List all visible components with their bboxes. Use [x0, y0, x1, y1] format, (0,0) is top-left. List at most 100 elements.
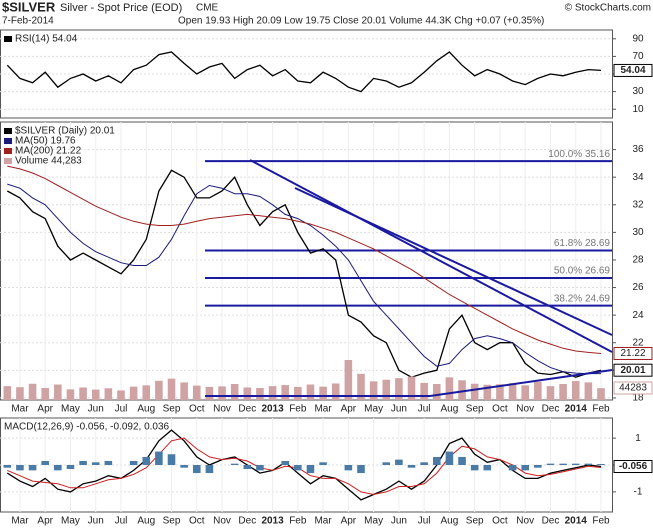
- y-tick-label: 24: [632, 310, 644, 321]
- volume-bar: [331, 383, 340, 400]
- panel-frame: [0, 121, 613, 401]
- volume-bar: [546, 386, 555, 400]
- x-tick-label: Jul: [418, 516, 431, 527]
- x-tick-label: Oct: [492, 516, 508, 527]
- histogram-bar: [559, 463, 567, 465]
- legend-swatch: [4, 138, 12, 144]
- x-tick-label: Sep: [163, 516, 181, 527]
- panel-title: MACD(12,26,9) -0.056, -0.092, 0.036: [4, 422, 170, 433]
- series-line: [7, 437, 602, 496]
- x-tick-label: Mar: [11, 404, 29, 415]
- series-line: [7, 183, 601, 375]
- last-value-box: [613, 381, 653, 395]
- x-tick-label: May: [364, 404, 383, 415]
- histogram-bar: [294, 465, 302, 471]
- y-tick-label: 30: [632, 227, 644, 238]
- volume-bar: [54, 384, 62, 400]
- y-tick-label: 30: [632, 86, 644, 97]
- histogram-bar: [508, 465, 517, 471]
- trendlines: [205, 159, 613, 397]
- histogram-bar: [357, 465, 365, 474]
- legend-swatch: [4, 128, 12, 134]
- legend-label: MA(200) 21.22: [15, 146, 82, 157]
- y-tick-label: 28: [632, 255, 644, 266]
- credit: © StockCharts.com: [565, 3, 651, 14]
- y-tick-label: 22: [632, 337, 644, 348]
- histogram-bar: [41, 460, 49, 465]
- x-tick-label: Dec: [238, 516, 256, 527]
- x-tick-label: Aug: [441, 404, 459, 415]
- volume-bar: [584, 382, 593, 400]
- x-tick-label: Nov: [516, 516, 534, 527]
- x-tick-label: Oct: [189, 404, 205, 415]
- volume-bar: [534, 381, 542, 400]
- y-tick-label: 90: [632, 33, 644, 44]
- volume-bar: [91, 389, 100, 400]
- volume-bar: [294, 386, 302, 400]
- x-tick-label: Dec: [542, 516, 560, 527]
- histogram-bar: [534, 465, 542, 468]
- histogram-bar: [319, 462, 327, 465]
- x-tick-label: May: [364, 516, 383, 527]
- x-tick-label: Apr: [341, 516, 357, 527]
- histogram-bar: [142, 456, 151, 465]
- x-tick-label: 2013: [261, 404, 284, 415]
- instrument-name: Silver - Spot Price (EOD): [60, 2, 182, 14]
- volume-bar: [167, 378, 176, 400]
- histogram-bar: [395, 459, 403, 465]
- y-tick-label: 18: [632, 393, 644, 404]
- x-tick-label: Apr: [341, 404, 357, 415]
- last-value-label: 21.22: [620, 348, 645, 359]
- histogram-bar: [91, 462, 100, 465]
- histogram-bar: [54, 465, 62, 471]
- last-value-box: [613, 363, 653, 377]
- histogram-bar: [129, 460, 138, 465]
- x-tick-label: Nov: [516, 404, 534, 415]
- volume-bar: [129, 386, 138, 400]
- x-tick-label: Sep: [466, 404, 484, 415]
- volume-bar: [483, 384, 492, 400]
- volume-bar: [192, 385, 201, 400]
- volume-bar: [41, 388, 49, 400]
- y-tick-label: 32: [632, 199, 644, 210]
- x-tick-label: 2014: [565, 404, 588, 415]
- fib-label: 100.0% 35.16: [548, 149, 610, 160]
- x-tick-label: Feb: [592, 516, 610, 527]
- histogram-bar: [104, 460, 113, 465]
- fib-label: 38.2% 24.69: [554, 293, 611, 304]
- x-tick-label: Sep: [466, 516, 484, 527]
- histogram-bar: [79, 460, 87, 465]
- x-tick-label: Mar: [314, 516, 332, 527]
- volume-bar: [395, 378, 403, 400]
- x-tick-label: Apr: [37, 516, 53, 527]
- volume-bar: [66, 389, 75, 400]
- series-line: [6, 51, 602, 93]
- y-tick-label: 26: [632, 282, 644, 293]
- histogram-bar: [521, 465, 529, 471]
- histogram-bar: [192, 465, 201, 474]
- histogram-bar: [407, 465, 416, 468]
- quote: Open 19.93 High 20.09 Low 19.75 Close 20…: [178, 16, 544, 27]
- volume-bar: [218, 386, 226, 400]
- x-tick-label: Jun: [391, 516, 407, 527]
- last-value-box: [613, 347, 653, 361]
- histogram-bar: [243, 465, 252, 470]
- volume-bar: [268, 386, 277, 400]
- trendline: [249, 159, 613, 353]
- volume-bar: [496, 384, 504, 400]
- last-value-box: [613, 63, 653, 77]
- volume-bar: [382, 379, 391, 400]
- volume-bar: [508, 383, 517, 400]
- last-value-label: -0.056: [619, 461, 648, 472]
- histogram-bar: [281, 460, 289, 465]
- histogram-bar: [546, 463, 555, 465]
- volume-bar: [205, 386, 214, 400]
- series-line: [7, 165, 602, 354]
- volume-bar: [559, 384, 567, 400]
- x-tick-label: Jun: [88, 404, 104, 415]
- volume-bar: [117, 390, 125, 400]
- x-tick-label: Aug: [137, 516, 155, 527]
- x-tick-label: Dec: [542, 404, 560, 415]
- volume-bar: [79, 387, 87, 400]
